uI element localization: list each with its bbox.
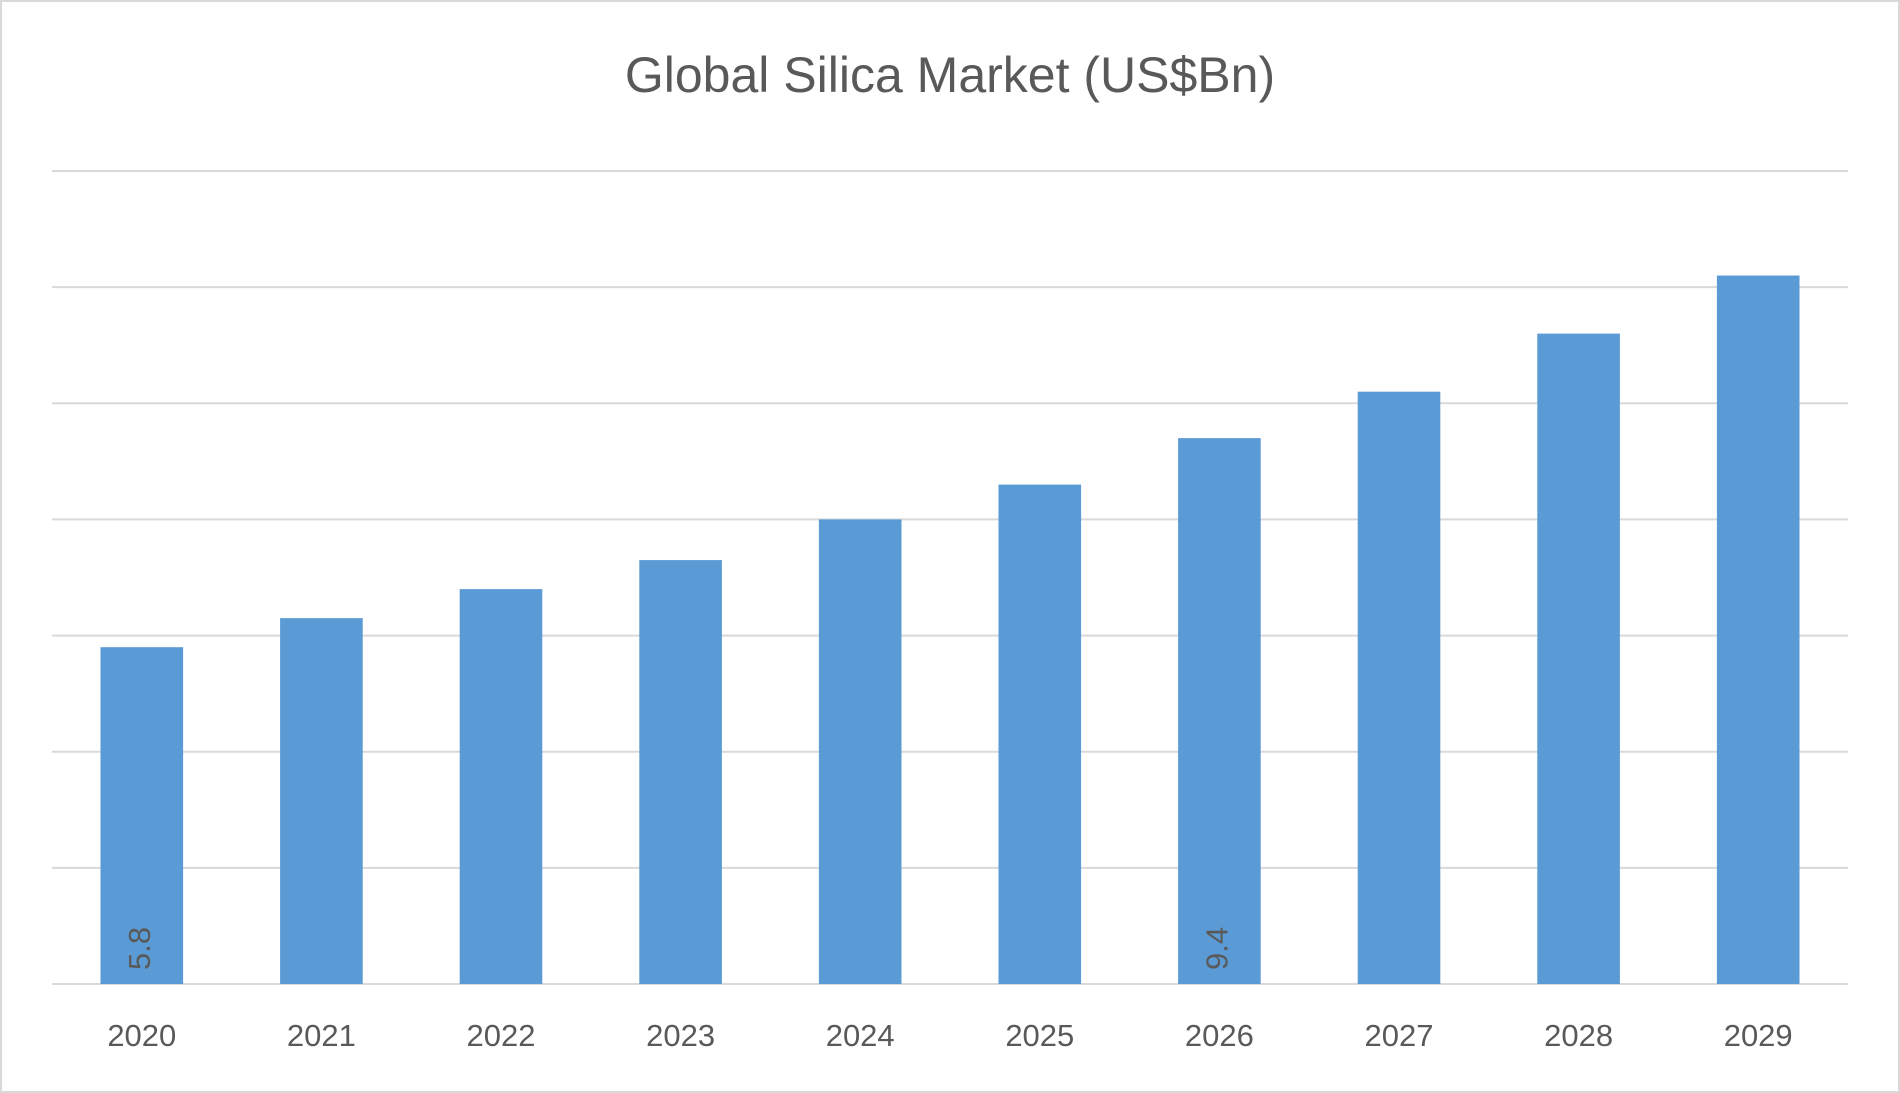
x-tick-label: 2022	[467, 1018, 536, 1053]
bar	[818, 519, 902, 984]
x-tick-label: 2027	[1365, 1018, 1434, 1053]
bar	[100, 647, 184, 984]
bar	[1716, 275, 1800, 984]
bar	[459, 589, 543, 984]
bar	[1357, 391, 1441, 985]
x-tick-label: 2029	[1724, 1018, 1793, 1053]
x-tick-label: 2025	[1005, 1018, 1074, 1053]
x-tick-label: 2020	[107, 1018, 176, 1053]
x-tick-label: 2021	[287, 1018, 356, 1053]
data-label: 5.8	[122, 927, 157, 970]
x-tick-label: 2024	[826, 1018, 895, 1053]
bar	[1537, 333, 1620, 985]
bar	[280, 618, 363, 984]
data-label: 9.4	[1200, 927, 1235, 970]
x-tick-label: 2028	[1544, 1018, 1613, 1053]
bar	[1178, 438, 1261, 985]
x-tick-label: 2023	[646, 1018, 715, 1053]
chart-title: Global Silica Market (US$Bn)	[625, 47, 1275, 103]
bar	[998, 484, 1082, 984]
bar	[639, 560, 722, 984]
x-tick-label: 2026	[1185, 1018, 1254, 1053]
